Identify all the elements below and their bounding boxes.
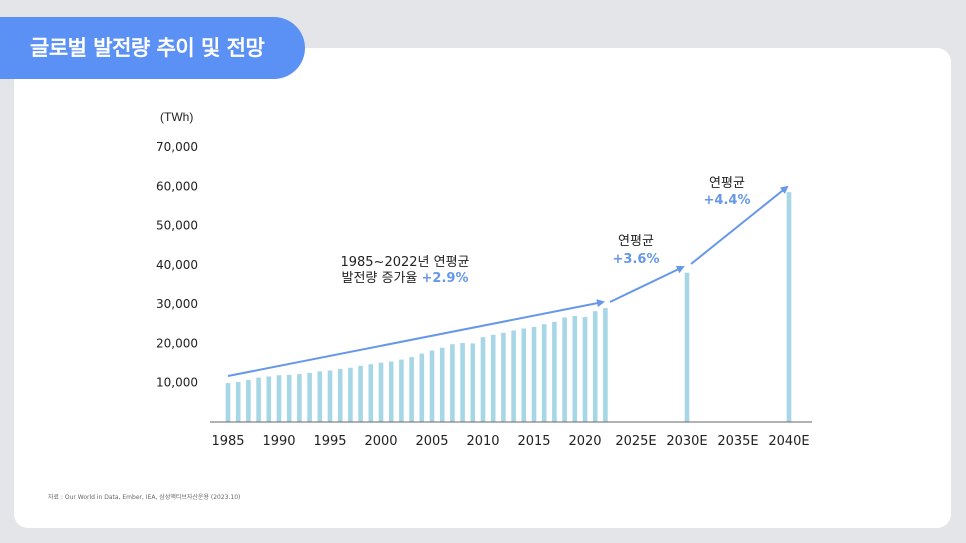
x-tick-label: 2025E (615, 434, 656, 449)
bar-2003 (409, 357, 414, 422)
annotation-3-value: +4.4% (704, 193, 751, 208)
bar-1997 (348, 367, 353, 422)
bar-2022 (603, 308, 608, 422)
y-unit-label: (TWh) (160, 110, 193, 124)
bar-1991 (286, 374, 292, 422)
bars (225, 192, 792, 422)
x-tick-label: 1995 (313, 434, 346, 449)
bar-2009 (470, 343, 476, 422)
x-tick-label: 2000 (364, 434, 397, 449)
bar-1987 (246, 379, 251, 422)
bar-2000 (378, 362, 384, 422)
annotation-2-line1: 연평균 (618, 234, 654, 249)
annotation-1-line2: 발전량 증가율 +2.9% (342, 271, 469, 286)
x-tick-label: 1990 (262, 434, 295, 449)
bar-1992 (297, 374, 302, 422)
y-tick-label: 20,000 (156, 336, 198, 350)
trend-arrow-1985-2022 (227, 299, 605, 377)
bar-1994 (317, 371, 323, 422)
x-tick-label: 1985 (211, 434, 244, 449)
annotation-1-line1: 1985~2022년 연평균 (340, 255, 469, 270)
bar-1988 (256, 377, 261, 422)
bar-2011 (490, 334, 496, 422)
x-tick-label: 2010 (466, 434, 499, 449)
x-tick-label: 2030E (666, 434, 707, 449)
page-title: 글로벌 발전량 추이 및 전망 (0, 17, 305, 79)
bar-2007 (450, 344, 455, 422)
y-axis-ticks: 10,000 20,000 30,000 40,000 50,000 60,000 70,0… (156, 140, 198, 390)
x-tick-label: 2035E (717, 434, 758, 449)
bar-2020 (582, 317, 588, 422)
bar-2008 (460, 343, 465, 422)
x-tick-label: 2040E (768, 434, 809, 449)
bar-2001 (388, 361, 394, 422)
source-note: 자료 : Our World in Data, Ember, IEA, 삼성액티… (48, 494, 241, 501)
bar-1985 (225, 383, 231, 422)
y-tick-label: 40,000 (156, 258, 198, 272)
bar-2013 (511, 330, 516, 422)
chart-card (14, 48, 951, 528)
bar-2016 (541, 324, 547, 422)
bar-1990 (276, 375, 282, 422)
bar-2010 (480, 337, 486, 422)
x-axis-ticks: 1985 1990 1995 2000 2005 2010 2015 2020 2025E 203… (211, 434, 809, 449)
annotation-2-value: +3.6% (613, 252, 660, 267)
bar-2021 (592, 311, 598, 422)
bar-2004 (419, 353, 425, 422)
x-tick-label: 2020 (568, 434, 601, 449)
bar-1986 (235, 381, 241, 422)
bar-1989 (266, 376, 272, 422)
y-tick-label: 10,000 (156, 376, 198, 390)
annotation-3-line1: 연평균 (709, 176, 745, 191)
bar-2015 (531, 326, 537, 422)
x-tick-label: 2015 (517, 434, 550, 449)
trend-arrow-2022-2030 (609, 265, 685, 303)
x-tick-label: 2005 (415, 434, 448, 449)
bar-1995 (327, 370, 333, 422)
bar-2019 (572, 315, 578, 422)
bar-2002 (399, 359, 404, 422)
bar-2012 (501, 332, 506, 422)
annotation-1-value: +2.9% (422, 271, 469, 286)
bar-1996 (337, 368, 343, 422)
bar-2030 (684, 272, 690, 422)
bar-1993 (307, 372, 312, 422)
bar-2040 (786, 192, 792, 422)
y-tick-label: 60,000 (156, 179, 198, 193)
bar-2014 (521, 328, 527, 422)
y-tick-label: 50,000 (156, 219, 198, 233)
bar-2018 (562, 317, 567, 422)
bar-1999 (368, 364, 374, 422)
bar-2017 (552, 321, 557, 422)
bar-2006 (439, 347, 445, 422)
bar-1998 (358, 365, 363, 422)
y-tick-label: 70,000 (156, 140, 198, 154)
trend-arrow-2030-2040 (690, 185, 789, 265)
y-tick-label: 30,000 (156, 297, 198, 311)
bar-2005 (429, 350, 435, 422)
